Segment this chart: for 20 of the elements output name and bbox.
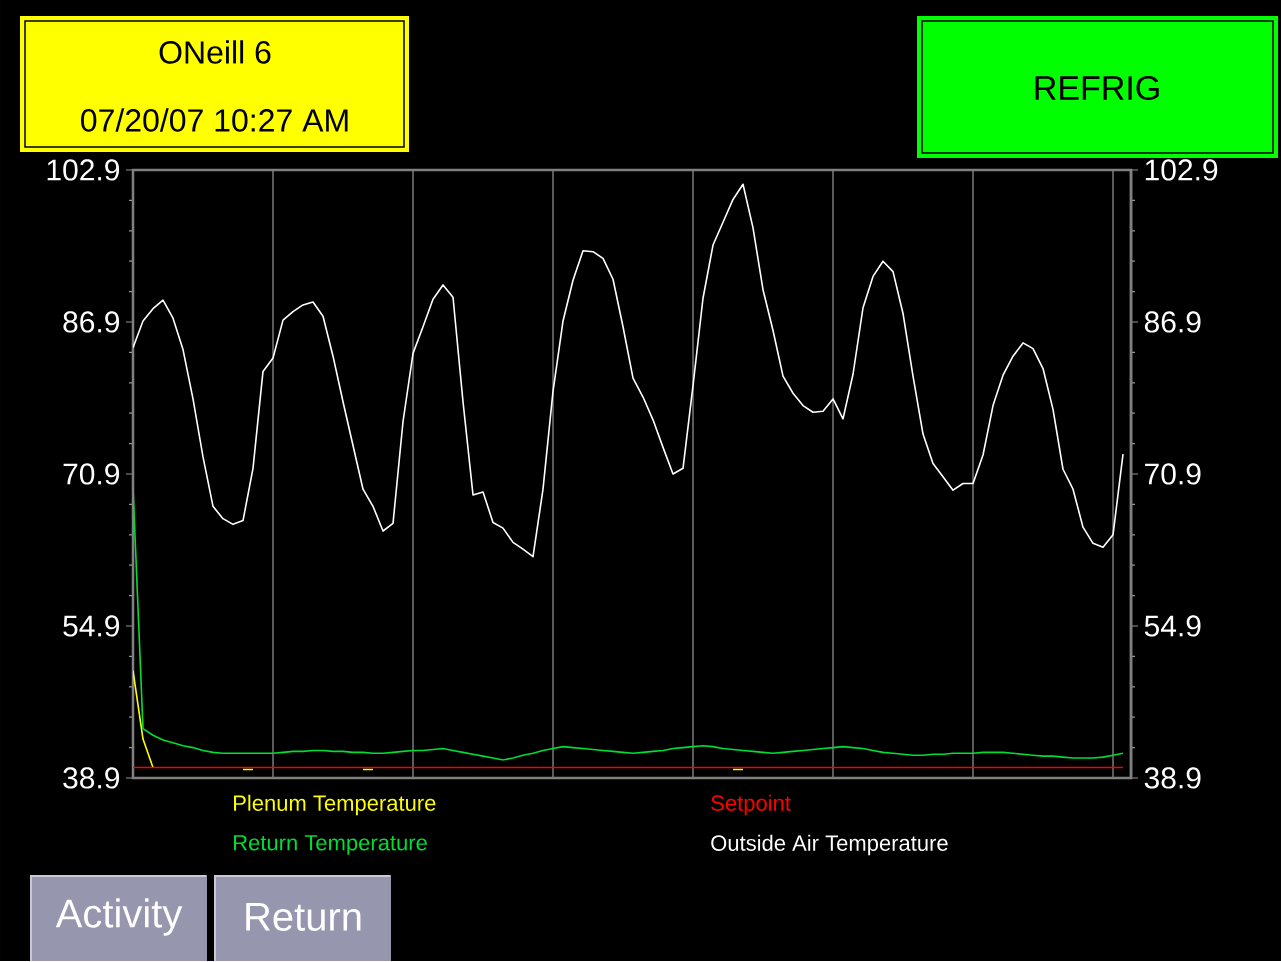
y2-tick-label: 70.9 xyxy=(1145,463,1201,485)
y-tick-label: 102.9 xyxy=(47,159,120,181)
chart-title: ONeill 6 xyxy=(159,40,271,64)
text: Return Temperature xyxy=(234,835,427,855)
y2-tick-label: 86.9 xyxy=(1144,311,1201,333)
text: Activity xyxy=(55,898,183,936)
y-tick-label: 54.9 xyxy=(63,615,120,637)
y2-tick-label: 38.9 xyxy=(1144,767,1201,789)
y-tick-label: 86.9 xyxy=(63,311,120,333)
chart-subtitle: 07/20/07 10:27 AM xyxy=(81,108,348,132)
y2-tick-label: 102.9 xyxy=(1145,159,1218,181)
text: Outside Air Temperature xyxy=(711,834,948,856)
text: Return xyxy=(246,903,361,931)
series-label: Setpoint xyxy=(711,794,791,816)
y2-tick-label: 54.9 xyxy=(1144,615,1201,637)
line-series xyxy=(133,183,1124,558)
y-tick-label: 38.9 xyxy=(63,767,120,789)
series-label: Plenum Temperature xyxy=(234,794,436,816)
text: REFRIG xyxy=(1035,75,1159,101)
y-tick-label: 70.9 xyxy=(63,463,120,485)
